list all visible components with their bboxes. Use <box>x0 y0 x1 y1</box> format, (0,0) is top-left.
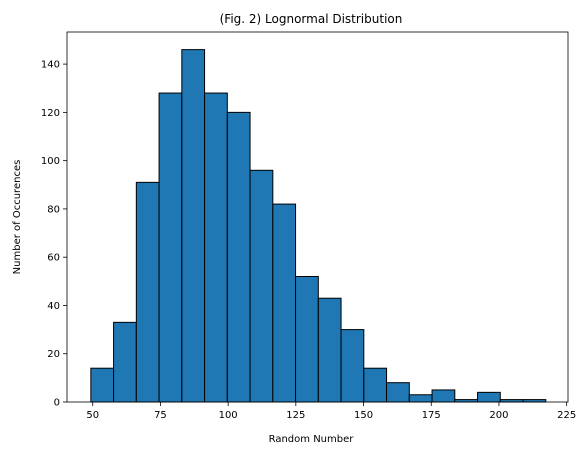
histogram-bar <box>431 389 456 403</box>
histogram-bar <box>295 275 319 403</box>
histogram-bar <box>181 49 206 403</box>
x-tick-label: 225 <box>557 410 576 421</box>
histogram-bar <box>477 391 501 403</box>
y-tick-label: 80 <box>47 204 60 215</box>
histogram-bar <box>317 297 342 403</box>
histogram-bar <box>158 92 183 403</box>
y-tick-label: 0 <box>54 398 60 409</box>
x-tick-label: 200 <box>489 410 508 421</box>
y-tick-label: 40 <box>47 301 60 312</box>
histogram-bar <box>113 321 137 403</box>
x-axis-ticks: 50 75 100 125 150 175 200 225 <box>86 402 576 421</box>
histogram-bar <box>204 92 228 403</box>
x-tick-label: 175 <box>422 410 441 421</box>
plot-frame <box>66 31 569 403</box>
histogram-bar <box>226 111 251 403</box>
histogram-bar <box>135 181 160 403</box>
histogram-bar <box>90 367 115 403</box>
histogram-bar <box>408 394 433 403</box>
x-tick-label: 100 <box>219 410 238 421</box>
histogram-bar <box>272 203 297 403</box>
histogram-bar <box>340 329 365 403</box>
x-tick-label: 150 <box>354 410 373 421</box>
histogram-bar <box>363 367 388 403</box>
y-tick-label: 120 <box>41 108 60 119</box>
histogram-bar <box>249 169 274 403</box>
x-tick-label: 125 <box>286 410 305 421</box>
x-tick-label: 50 <box>86 410 99 421</box>
y-axis-ticks: 0 20 40 60 80 100 120 140 <box>41 60 67 409</box>
y-tick-label: 140 <box>41 60 60 71</box>
bars-group <box>90 49 547 403</box>
histogram-bar <box>386 382 410 403</box>
y-tick-label: 20 <box>47 349 60 360</box>
y-tick-label: 60 <box>47 253 60 264</box>
y-axis-label: Number of Occurences <box>12 160 23 275</box>
x-axis-label: Random Number <box>269 434 355 445</box>
y-tick-label: 100 <box>41 156 60 167</box>
chart-title: (Fig. 2) Lognormal Distribution <box>220 12 403 26</box>
x-tick-label: 75 <box>154 410 167 421</box>
